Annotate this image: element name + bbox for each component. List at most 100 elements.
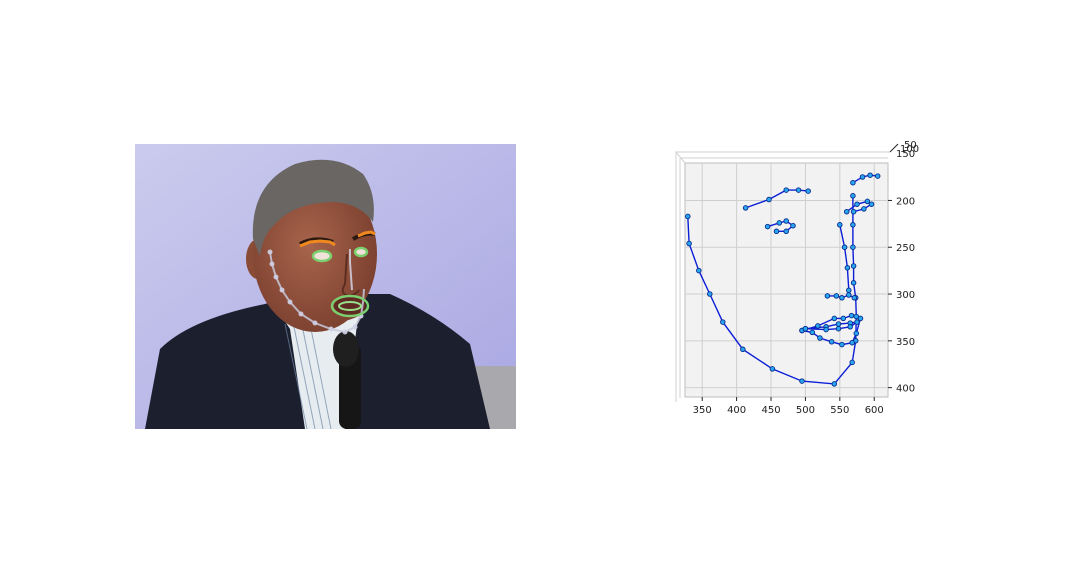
- landmark-point: [840, 315, 847, 322]
- z-axis: 50 100 150: [889, 140, 919, 160]
- landmark-point: [831, 315, 838, 322]
- y-tick-label: 200: [896, 196, 915, 207]
- x-tick-label: 600: [865, 405, 884, 416]
- x-tick-label: 500: [796, 405, 815, 416]
- landmark-point: [809, 329, 816, 336]
- landmark-point: [846, 287, 852, 294]
- face-photo-illustration: [135, 144, 516, 429]
- x-tick-label: 550: [830, 405, 849, 416]
- landmark-point: [837, 222, 843, 228]
- landmark-point: [854, 319, 860, 325]
- landmark-point: [783, 218, 789, 224]
- landmark-point: [707, 291, 713, 297]
- landmark-point: [841, 244, 848, 250]
- y-tick-label: 250: [896, 243, 915, 254]
- landmark-point: [850, 263, 857, 269]
- landmark-point: [848, 312, 855, 319]
- landmark-point: [850, 280, 857, 286]
- landmark-point: [783, 187, 789, 193]
- landmark-point: [844, 265, 851, 271]
- landmark-point: [850, 208, 857, 215]
- landmark-point: [766, 196, 772, 203]
- landmark-markers: [685, 172, 881, 387]
- landmark-point: [835, 325, 842, 332]
- face-photo: [135, 144, 516, 429]
- landmark-point: [783, 228, 789, 235]
- landmark-point: [867, 172, 873, 178]
- landmark-point: [740, 346, 746, 353]
- landmark-point: [850, 193, 856, 199]
- landmark-point: [849, 339, 855, 346]
- landmark-point: [828, 339, 835, 345]
- landmark-point: [839, 295, 845, 301]
- photo-right-eye-landmarks: [353, 246, 369, 258]
- landmark-point: [799, 378, 805, 384]
- landmark-point: [843, 208, 850, 215]
- landmark-point: [857, 315, 864, 322]
- landmark-point: [835, 321, 842, 327]
- landmark-point: [686, 240, 692, 247]
- axis-ticks: 350 400 450 500 550 600 200 250 300 350 400: [693, 196, 915, 416]
- landmark-point: [839, 341, 845, 348]
- photo-mouth: [334, 297, 366, 315]
- landmark-point: [795, 187, 802, 193]
- landmark-line-1: [687, 195, 858, 385]
- landmark-point: [685, 213, 691, 220]
- landmark-point: [769, 366, 776, 372]
- z-tick-label-1: 50: [904, 140, 917, 151]
- landmark-3d-plot: 350 400 450 500 550 600 200 250 300 350 400 50 100…: [640, 130, 940, 430]
- landmark-point: [823, 326, 829, 333]
- photo-jaw-landmark-points: [267, 249, 364, 335]
- photo-left-eye: [312, 251, 332, 261]
- x-tick-label: 350: [693, 405, 712, 416]
- landmark-point: [847, 324, 853, 330]
- plot-pane: [684, 162, 889, 398]
- photo-microphone-head: [333, 331, 359, 367]
- photo-left-brow-landmarks: [299, 239, 336, 248]
- pane-depth-lines: [675, 150, 890, 402]
- landmark-point: [833, 293, 840, 299]
- landmark-point: [802, 325, 809, 332]
- landmark-point: [849, 359, 855, 366]
- y-tick-label: 300: [896, 290, 915, 301]
- landmark-point: [846, 292, 852, 298]
- landmark-point: [776, 220, 783, 226]
- landmark-point: [850, 244, 856, 250]
- landmark-point: [742, 205, 749, 211]
- landmark-point: [850, 222, 856, 228]
- grid-layer: [685, 163, 888, 397]
- y-tick-label: 350: [896, 337, 915, 348]
- landmark-3d-plot-canvas: 350 400 450 500 550 600 200 250 300 350 400 50 100…: [675, 140, 919, 416]
- photo-outer-mouth-landmarks: [330, 294, 370, 318]
- photo-nose-landmarks: [349, 249, 353, 291]
- landmark-point: [817, 335, 823, 341]
- landmark-line-3: [852, 174, 878, 184]
- landmark-point: [874, 173, 881, 179]
- landmark-point: [764, 223, 771, 230]
- landmark-point: [864, 198, 871, 205]
- landmark-point: [773, 228, 780, 235]
- landmark-point: [805, 188, 811, 194]
- y-tick-label: 400: [896, 384, 915, 395]
- landmark-point: [859, 174, 866, 180]
- photo-inner-mouth-landmarks: [338, 301, 362, 311]
- landmark-point: [790, 222, 796, 229]
- landmark-line-4: [839, 224, 850, 291]
- landmark-point: [861, 206, 867, 212]
- photo-left-eye-landmarks: [311, 249, 333, 263]
- x-tick-label: 450: [761, 405, 780, 416]
- x-tick-label: 400: [727, 405, 746, 416]
- photo-shirt-stripes: [284, 318, 332, 429]
- landmark-point: [854, 201, 860, 207]
- landmark-point: [824, 293, 831, 299]
- z-tick-label-2: 100: [900, 144, 919, 155]
- photo-hair: [252, 159, 374, 256]
- landmark-point: [850, 179, 856, 186]
- landmark-point: [831, 381, 838, 387]
- landmark-point: [815, 323, 821, 329]
- landmark-point: [696, 267, 702, 274]
- z-tick-label-3: 150: [896, 149, 915, 160]
- landmark-point: [851, 295, 858, 301]
- landmark-point: [720, 319, 726, 325]
- landmark-point: [853, 330, 860, 337]
